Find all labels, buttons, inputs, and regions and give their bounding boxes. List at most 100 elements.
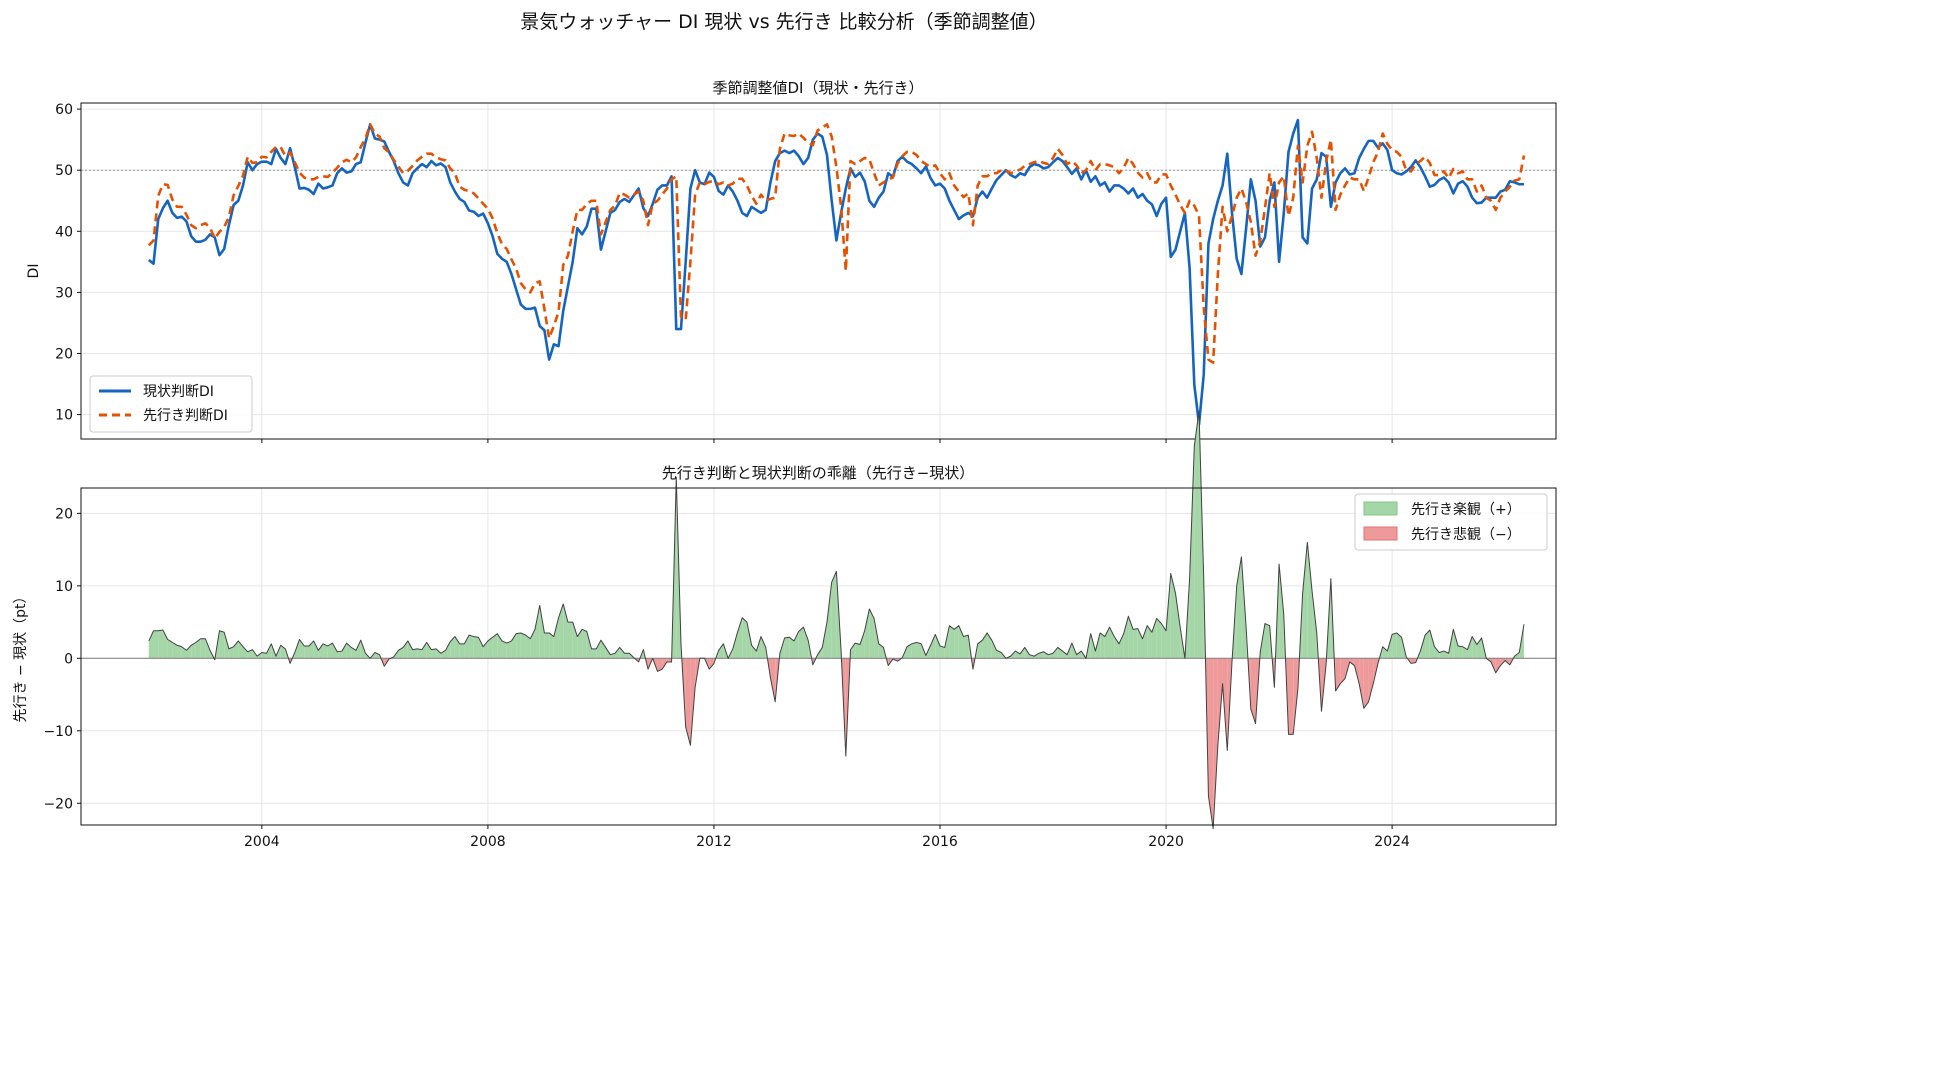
spread-positive-area xyxy=(1118,633,1124,659)
series-outlook-line xyxy=(147,123,1526,364)
spread-positive-area xyxy=(412,648,418,659)
spread-positive-area xyxy=(186,645,192,659)
spread-negative-area xyxy=(1359,658,1364,709)
panel-levels-series xyxy=(147,118,1526,426)
spread-positive-area xyxy=(600,640,606,659)
spread-positive-area xyxy=(327,643,333,659)
legend-current-label: 現状判断DI xyxy=(143,384,214,400)
spread-positive-area xyxy=(1302,542,1308,659)
spread-positive-area xyxy=(751,645,757,659)
spread-positive-area xyxy=(525,635,531,659)
spread-positive-area xyxy=(464,635,470,659)
spread-positive-area xyxy=(534,605,540,659)
x-tick-label: 2024 xyxy=(1374,834,1410,850)
spread-positive-area xyxy=(506,640,512,659)
panel-levels-frame xyxy=(80,102,1557,440)
spread-positive-area xyxy=(1062,651,1068,659)
x-tick-label: 2008 xyxy=(470,834,506,850)
spread-positive-area xyxy=(591,648,597,659)
spread-positive-area xyxy=(1020,647,1025,659)
y-tick-label: 50 xyxy=(55,163,73,179)
spread-positive-area xyxy=(1189,445,1195,659)
spread-positive-area xyxy=(450,636,455,659)
x-tick-label: 2020 xyxy=(1148,834,1184,850)
spread-positive-area xyxy=(1236,556,1242,659)
spread-positive-area xyxy=(563,603,568,659)
spread-positive-area xyxy=(1076,651,1082,659)
spread-positive-area xyxy=(1151,618,1157,659)
spread-positive-area xyxy=(459,643,465,659)
spread-positive-area xyxy=(1382,646,1388,659)
panel-levels-ylabel: DI xyxy=(26,264,42,279)
spread-negative-area xyxy=(770,658,776,702)
spread-positive-area xyxy=(619,647,625,659)
spread-positive-area xyxy=(1279,564,1284,659)
spread-positive-area xyxy=(1175,593,1181,659)
spread-positive-area xyxy=(615,647,620,659)
spread-positive-area xyxy=(742,617,747,659)
spread-positive-area xyxy=(1156,618,1162,659)
spread-positive-area xyxy=(784,637,790,659)
spread-positive-area xyxy=(624,653,630,659)
spread-positive-area xyxy=(718,643,724,659)
spread-positive-area xyxy=(502,640,507,659)
spread-positive-area xyxy=(940,645,945,659)
y-tick-label: −10 xyxy=(43,724,73,740)
spread-positive-area xyxy=(1458,645,1463,659)
spread-positive-area xyxy=(1462,646,1468,659)
spread-positive-area xyxy=(907,643,912,659)
panel-spread-ylabel: 先行き − 現状（pt） xyxy=(13,589,29,722)
spread-positive-area xyxy=(558,603,564,659)
spread-positive-area xyxy=(874,618,879,659)
spread-positive-area xyxy=(794,631,799,659)
spread-positive-area xyxy=(1467,636,1473,659)
series-current-line xyxy=(148,118,1524,426)
spread-negative-area xyxy=(666,658,672,662)
spread-positive-area xyxy=(963,635,969,659)
spread-positive-area xyxy=(789,637,795,659)
spread-positive-area xyxy=(219,630,225,659)
spread-positive-area xyxy=(341,643,347,659)
spread-positive-area xyxy=(944,625,950,659)
spread-positive-area xyxy=(1161,623,1167,659)
spread-positive-area xyxy=(582,629,587,659)
spread-positive-area xyxy=(153,630,159,659)
spread-positive-area xyxy=(1420,635,1426,659)
x-tick-label: 2004 xyxy=(244,834,280,850)
spread-positive-area xyxy=(1439,651,1444,659)
spread-positive-area xyxy=(1199,411,1204,659)
spread-positive-area xyxy=(487,637,493,659)
panel-levels-y-ticks: 10 20 30 40 50 60 xyxy=(55,102,81,424)
spread-positive-area xyxy=(1133,628,1138,659)
legend-positive-label: 先行き楽観（+） xyxy=(1411,501,1521,518)
spread-positive-area xyxy=(478,637,484,659)
spread-positive-area xyxy=(954,625,959,659)
spread-positive-area xyxy=(1043,651,1049,659)
spread-positive-area xyxy=(850,643,856,659)
spread-positive-area xyxy=(469,635,474,659)
y-tick-label: 40 xyxy=(55,224,73,240)
x-tick-label: 2016 xyxy=(922,834,958,850)
panel-spread-y-ticks: −20 −10 0 10 20 xyxy=(43,506,81,812)
y-tick-label: −20 xyxy=(43,796,73,812)
spread-positive-area xyxy=(855,643,860,659)
spread-positive-area xyxy=(323,643,328,659)
spread-positive-area xyxy=(864,609,870,659)
spread-positive-area xyxy=(224,632,229,659)
spread-positive-area xyxy=(520,632,526,659)
legend-box-spread xyxy=(1354,493,1548,551)
spread-positive-area xyxy=(577,629,583,659)
spread-positive-area xyxy=(228,646,234,659)
spread-positive-area xyxy=(1038,651,1044,659)
spread-positive-area xyxy=(761,636,766,659)
spread-positive-area xyxy=(803,627,809,659)
legend-negative-label: 先行き悲観（−） xyxy=(1411,526,1521,543)
spread-positive-area xyxy=(1100,632,1105,659)
spread-positive-area xyxy=(544,632,550,659)
spread-positive-area xyxy=(1170,573,1176,659)
spread-positive-area xyxy=(1392,632,1397,659)
spread-positive-area xyxy=(1057,647,1063,659)
panel-spread-x-ticks: 2004 2008 2012 2016 2020 2024 xyxy=(244,825,1410,850)
spread-positive-area xyxy=(1147,625,1152,659)
spread-positive-area xyxy=(356,640,361,659)
